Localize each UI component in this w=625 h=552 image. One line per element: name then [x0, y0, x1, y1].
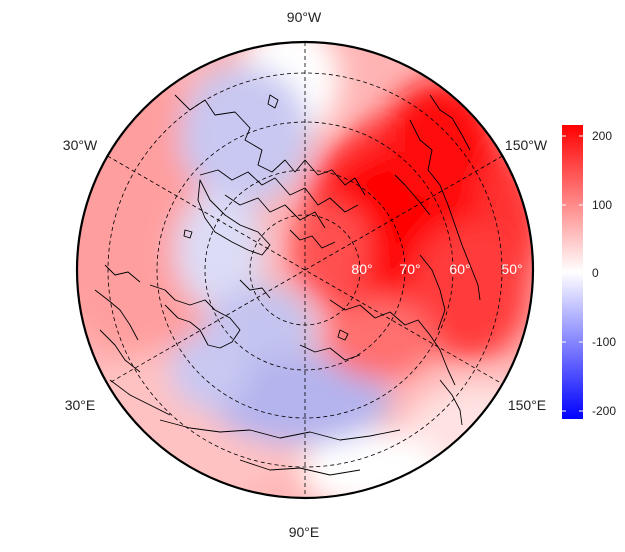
lon-label-lower-right: 150°E	[508, 397, 546, 413]
lon-label-bottom: 90°E	[289, 524, 320, 540]
coastlines	[94, 94, 481, 476]
lon-label-top: 90°W	[287, 9, 322, 25]
colorbar: 200 100 0 -100 -200	[562, 125, 616, 419]
colorbar-tick-100: 100	[592, 198, 612, 212]
meridian-150	[107, 155, 503, 385]
colorbar-gradient	[562, 125, 583, 419]
meridian-30	[107, 155, 503, 385]
colorbar-tick-0: 0	[592, 266, 599, 280]
lat-label-80: 80°	[351, 261, 372, 277]
lat-label-60: 60°	[449, 261, 470, 277]
lat-label-70: 70°	[399, 261, 420, 277]
lat-circle-60	[156, 121, 454, 419]
map-outline	[75, 40, 535, 500]
colorbar-tick-neg200: -200	[592, 404, 616, 418]
field-layer	[77, 42, 533, 498]
lon-label-upper-right: 150°W	[505, 137, 548, 153]
lat-label-50: 50°	[501, 261, 522, 277]
graticule	[107, 42, 503, 498]
lon-label-upper-left: 30°W	[63, 137, 98, 153]
colorbar-tick-neg100: -100	[592, 335, 616, 349]
lon-label-lower-left: 30°E	[65, 397, 96, 413]
colorbar-tick-200: 200	[592, 129, 612, 143]
